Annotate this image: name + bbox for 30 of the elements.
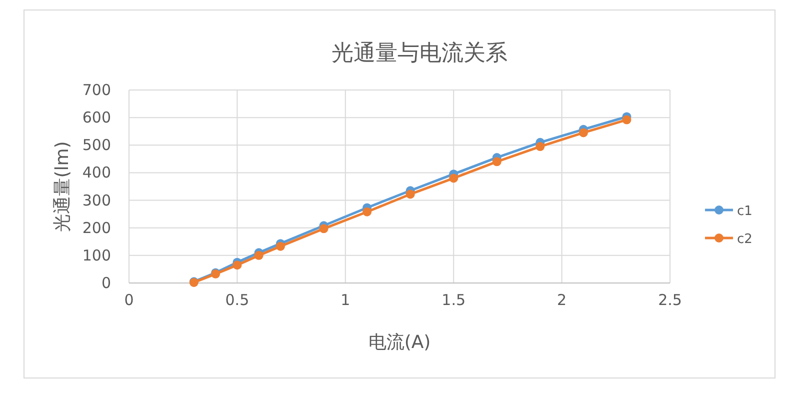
point <box>232 260 242 270</box>
point <box>276 242 285 251</box>
x-tick-label: 0.5 <box>225 291 250 309</box>
x-tick-label: 1.5 <box>442 291 466 309</box>
chart-title: 光通量与电流关系 <box>332 41 508 66</box>
point <box>406 190 415 199</box>
y-tick-label: 100 <box>82 246 111 264</box>
y-tick-label: 300 <box>82 191 111 210</box>
y-axis-title: 光通量(lm) <box>52 141 73 232</box>
point <box>319 224 328 234</box>
y-tick-label: 700 <box>82 81 111 99</box>
point <box>449 174 458 183</box>
point <box>622 115 632 124</box>
point <box>578 128 588 138</box>
y-tick-label: 400 <box>82 164 111 182</box>
point <box>362 207 372 216</box>
x-tick-label: 1 <box>340 291 350 309</box>
point <box>492 157 502 166</box>
x-tick-label: 2 <box>557 291 567 309</box>
point <box>254 250 264 260</box>
y-tick-label: 600 <box>82 108 111 127</box>
y-tick-label: 200 <box>82 218 111 237</box>
x-tick-label: 0 <box>124 291 134 309</box>
x-axis-title: 电流(A) <box>368 332 431 353</box>
x-tick-label: 2.5 <box>658 291 682 309</box>
point <box>536 142 545 152</box>
y-tick-label: 500 <box>82 136 111 154</box>
legend-label: c1 <box>737 204 752 219</box>
legend-label: c2 <box>737 232 752 247</box>
y-tick-label: 0 <box>101 274 111 292</box>
